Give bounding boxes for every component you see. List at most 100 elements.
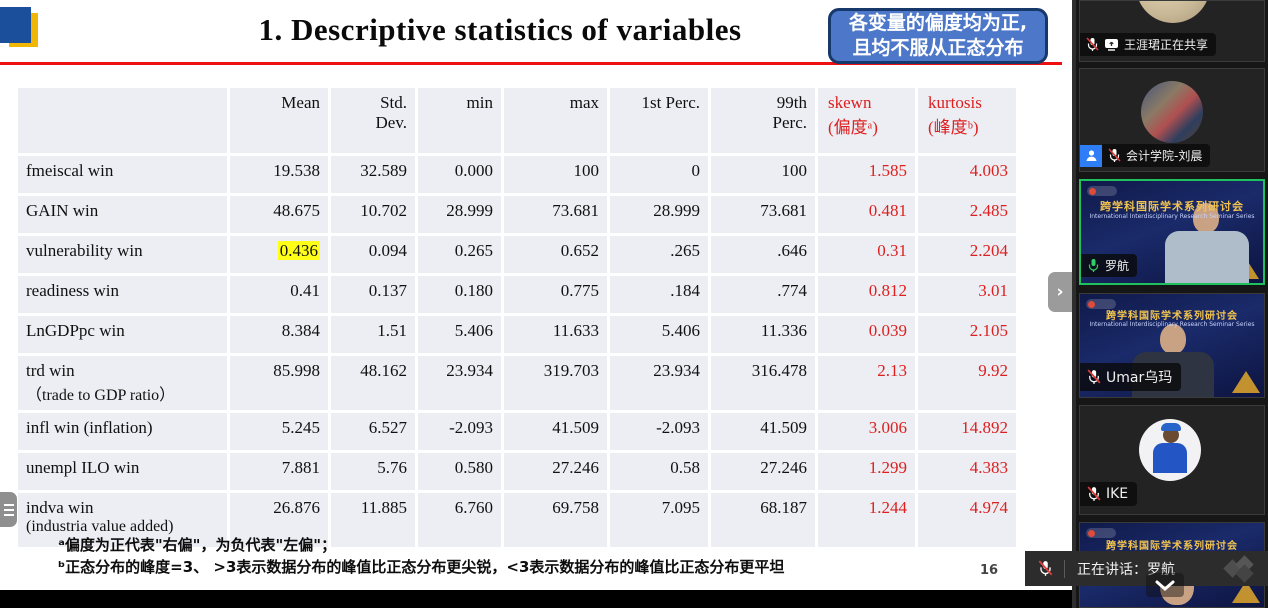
table-row: fmeiscal win 19.538 32.589 0.000 100 0 100 1.58… [18, 156, 1016, 193]
avatar [1136, 1, 1210, 23]
title-rule [0, 62, 1062, 65]
table-value-cell: 73.681 [504, 196, 607, 233]
video-bg-title: 跨学科国际学术系列研讨会 [1100, 200, 1244, 213]
table-value-cell: 5.76 [331, 453, 415, 490]
avatar [1139, 419, 1201, 481]
table-value-cell: 319.703 [504, 356, 607, 410]
participant-name: Umar乌玛 [1106, 370, 1173, 386]
table-value-cell: 27.246 [504, 453, 607, 490]
mic-muted-icon [1087, 486, 1101, 501]
table-value-cell: 100 [711, 156, 815, 193]
table-header-cell: min [418, 88, 501, 153]
table-variable-cell: infl win (inflation) [18, 413, 227, 450]
sidebar-collapse-handle[interactable]: › [1048, 272, 1072, 312]
conference-logo [1086, 299, 1116, 309]
screen-share-icon [1105, 39, 1118, 51]
table-variable-cell: readiness win [18, 276, 227, 313]
table-value-cell: 0.41 [230, 276, 328, 313]
video-bg-title: 跨学科国际学术系列研讨会 [1106, 311, 1238, 322]
table-value-cell: 7.881 [230, 453, 328, 490]
table-row: infl win (inflation) 5.245 6.527 -2.093 41.5… [18, 413, 1016, 450]
left-panel-handle[interactable] [0, 492, 17, 527]
avatar [1141, 81, 1203, 143]
table-value-cell: 11.336 [711, 316, 815, 353]
participant-tile[interactable]: IKE [1079, 405, 1265, 515]
table-value-cell: .646 [711, 236, 815, 273]
mic-muted-icon [1108, 148, 1121, 162]
video-bg-subtitle: International Interdisciplinary Research… [1089, 213, 1255, 220]
table-value-cell: 3.006 [818, 413, 915, 450]
table-variable-cell: trd win （trade to GDP ratio） [18, 356, 227, 410]
table-header-cell: kurtosis (峰度ᵇ) [918, 88, 1016, 153]
table-value-cell: 5.406 [418, 316, 501, 353]
table-header-cell: 1st Perc. [610, 88, 708, 153]
table-value-cell: 48.162 [331, 356, 415, 410]
table-value-cell: 0.265 [418, 236, 501, 273]
table-value-cell: 32.589 [331, 156, 415, 193]
table-value-cell: 73.681 [711, 196, 815, 233]
mic-active-icon [1088, 259, 1099, 272]
table-value-cell: 48.675 [230, 196, 328, 233]
table-header-cell: skewn (偏度ᵃ) [818, 88, 915, 153]
table-value-cell: 0.137 [331, 276, 415, 313]
table-value-cell: 1.299 [818, 453, 915, 490]
participant-tile[interactable]: 跨学科国际学术系列研讨会 International Interdiscipli… [1079, 293, 1265, 398]
table-value-cell: 11.885 [331, 493, 415, 547]
table-value-cell: 1.244 [818, 493, 915, 547]
table-value-cell: 2.105 [918, 316, 1016, 353]
conference-logo [1087, 186, 1117, 196]
mic-muted-icon [1038, 560, 1053, 576]
video-bg-title: 跨学科国际学术系列研讨会 [1106, 541, 1238, 552]
mic-muted-icon [1087, 369, 1101, 384]
table-value-cell: 26.876 [230, 493, 328, 547]
table-header-cell [18, 88, 227, 153]
table-variable-cell: indva win (industria value added) [18, 493, 227, 547]
table-value-cell: 28.999 [610, 196, 708, 233]
table-value-cell: 23.934 [610, 356, 708, 410]
table-header-cell: Mean [230, 88, 328, 153]
video-bg-decoration [1232, 581, 1260, 603]
table-row: indva win (industria value added) 26.876 11… [18, 493, 1016, 547]
table-value-cell: 0.812 [818, 276, 915, 313]
table-value-cell: 8.384 [230, 316, 328, 353]
conference-logo [1086, 528, 1116, 538]
table-value-cell: -2.093 [610, 413, 708, 450]
table-value-cell: 27.246 [711, 453, 815, 490]
table-value-cell: 5.245 [230, 413, 328, 450]
table-value-cell: 69.758 [504, 493, 607, 547]
table-value-cell: 28.999 [418, 196, 501, 233]
table-value-cell: 10.702 [331, 196, 415, 233]
table-header-cell: Std. Dev. [331, 88, 415, 153]
slide-logo [0, 7, 31, 43]
table-value-cell: 6.527 [331, 413, 415, 450]
table-value-cell: 4.383 [918, 453, 1016, 490]
participant-tile-active-speaker[interactable]: 跨学科国际学术系列研讨会 International Interdiscipli… [1079, 179, 1265, 285]
table-header-cell: 99th Perc. [711, 88, 815, 153]
footnotes: ᵃ偏度为正代表"右偏"，为负代表"左偏"； ᵇ正态分布的峰度=3、 >3表示数据… [58, 535, 988, 579]
table-variable-cell: fmeiscal win [18, 156, 227, 193]
table-value-cell: 7.095 [610, 493, 708, 547]
table-value-cell: 6.760 [418, 493, 501, 547]
collapse-videos-button[interactable] [1146, 573, 1184, 597]
table-row: trd win （trade to GDP ratio） 85.998 48.162 2… [18, 356, 1016, 410]
table-value-cell: 23.934 [418, 356, 501, 410]
table-value-cell: .184 [610, 276, 708, 313]
table-row: GAIN win 48.675 10.702 28.999 73.681 28.999 73… [18, 196, 1016, 233]
footnote-a: ᵃ偏度为正代表"右偏"，为负代表"左偏"； [58, 536, 337, 554]
table-value-cell: 3.01 [918, 276, 1016, 313]
table-value-cell: 316.478 [711, 356, 815, 410]
table-value-cell: 0 [610, 156, 708, 193]
table-value-cell: 0.481 [818, 196, 915, 233]
table-value-cell: 68.187 [711, 493, 815, 547]
participant-tile[interactable]: 会计学院-刘晨 [1079, 68, 1265, 172]
table-value-cell: 41.509 [711, 413, 815, 450]
participant-tile-sharer[interactable]: 王涯珺正在共享 [1079, 0, 1265, 62]
chevron-down-icon [1155, 580, 1175, 591]
slide: 1. Descriptive statistics of variables 各… [0, 7, 1062, 579]
table-value-cell: 0.436 [230, 236, 328, 273]
table-value-cell: .265 [610, 236, 708, 273]
callout-note: 各变量的偏度均为正, 且均不服从正态分布 [828, 8, 1048, 64]
shared-screen: 1. Descriptive statistics of variables 各… [0, 7, 1072, 608]
video-bg-decoration [1232, 371, 1260, 393]
